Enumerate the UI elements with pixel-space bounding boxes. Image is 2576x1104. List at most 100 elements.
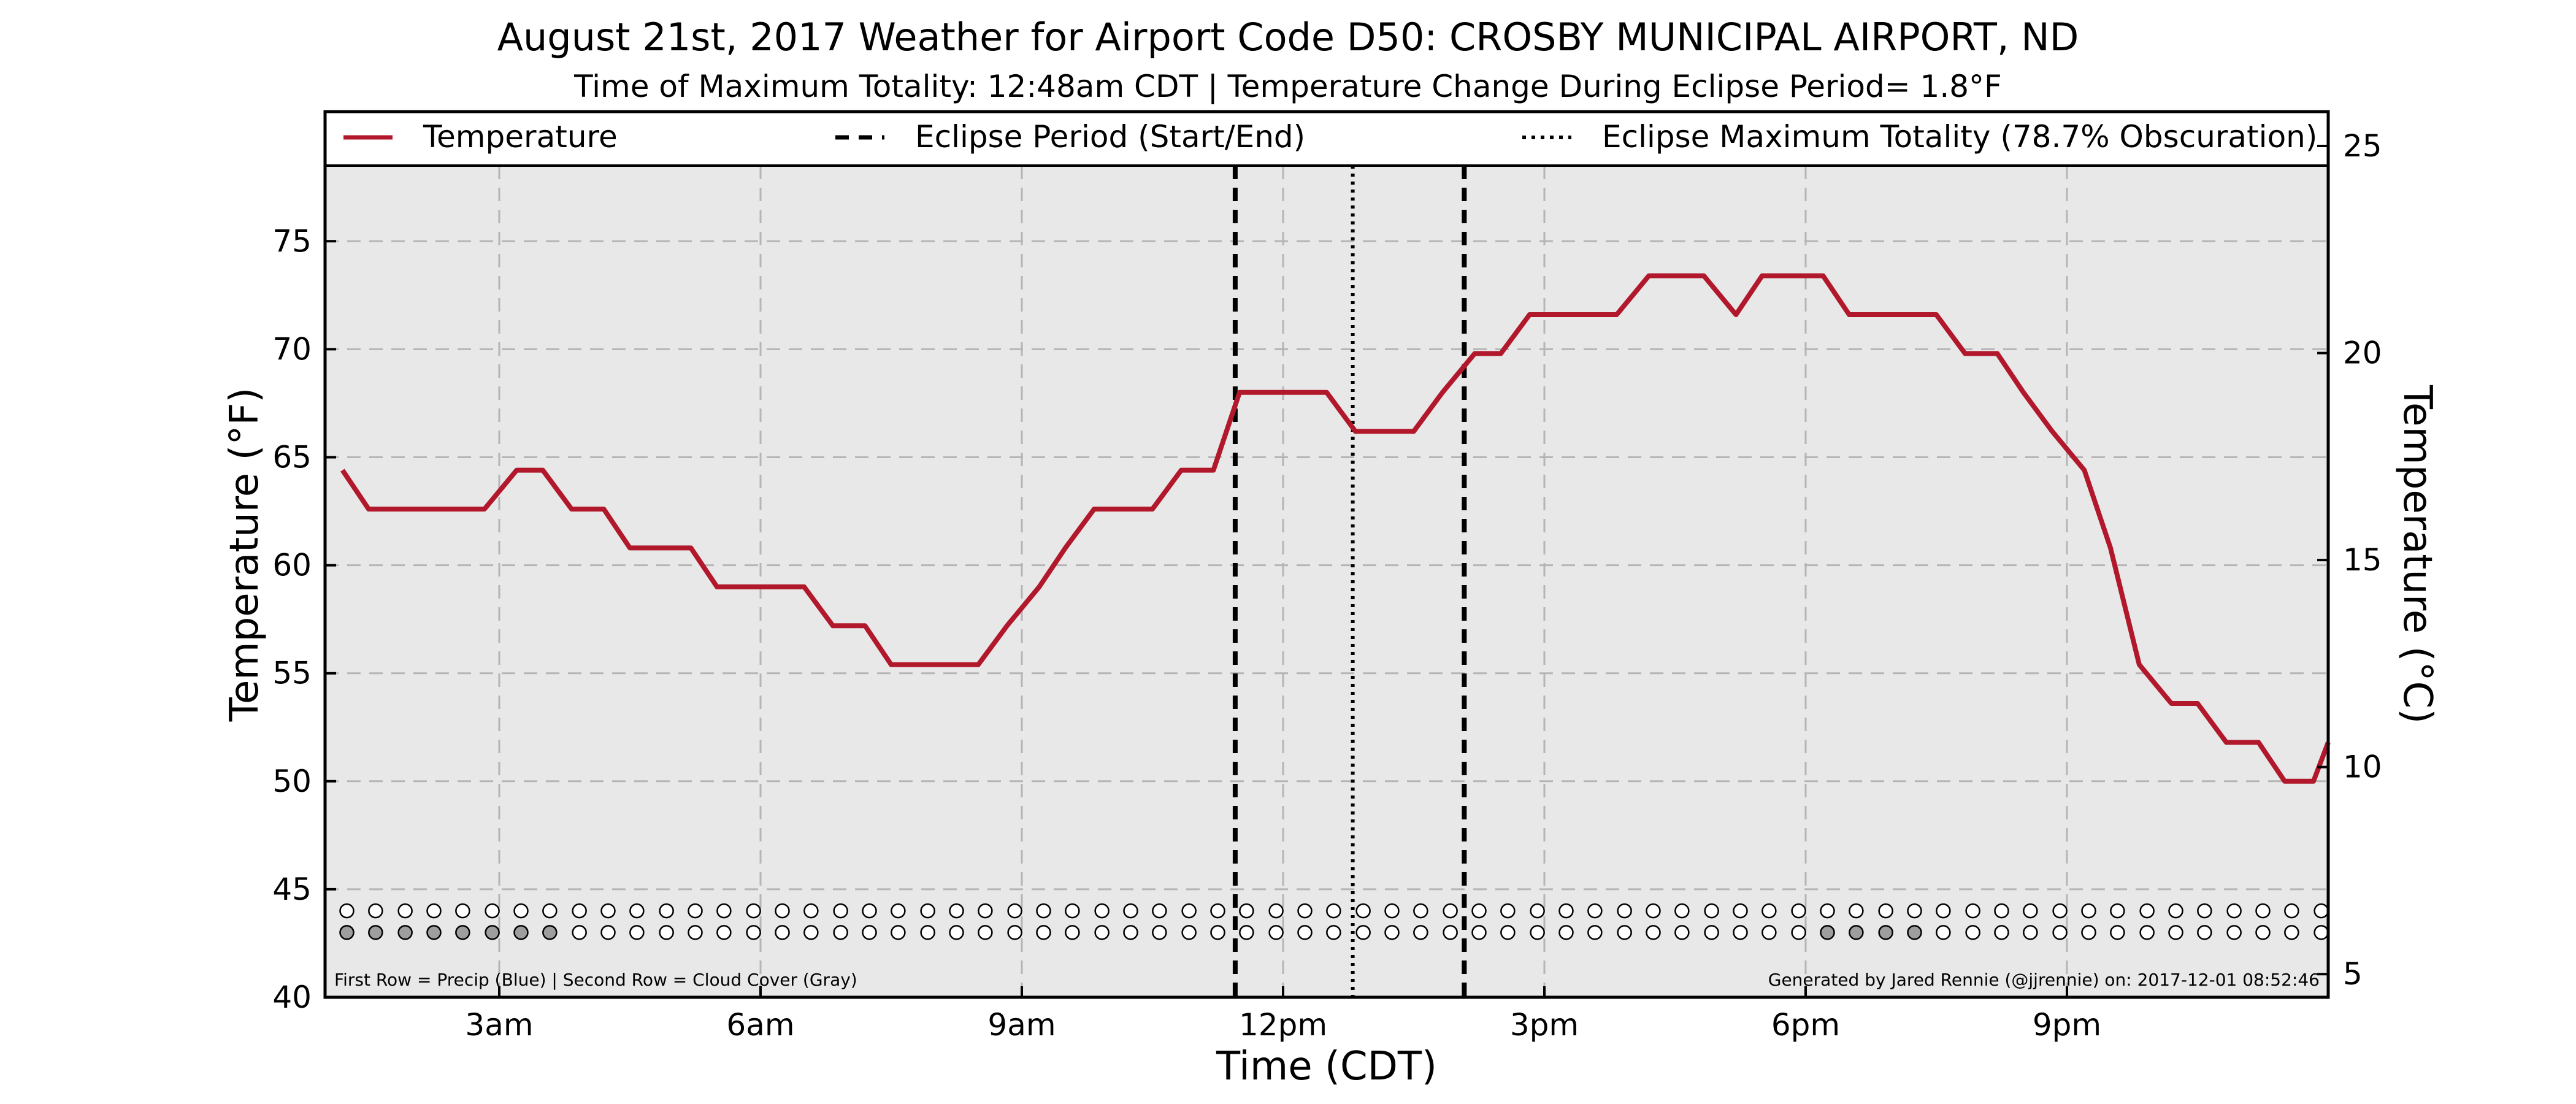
cloud-cover-marker <box>2284 925 2299 940</box>
x-tick-label: 3pm <box>1510 1007 1579 1043</box>
cloud-cover-marker <box>978 925 993 940</box>
precip-marker <box>600 903 616 919</box>
precip-marker <box>833 903 848 919</box>
precip-marker <box>716 903 732 919</box>
cloud-cover-marker <box>1297 925 1313 940</box>
cloud-cover-marker <box>1210 925 1225 940</box>
precip-marker <box>1994 903 2009 919</box>
precip-marker <box>1849 903 1864 919</box>
cloud-cover-marker <box>1617 925 1632 940</box>
precip-marker <box>1181 903 1197 919</box>
cloud-cover-marker <box>2110 925 2125 940</box>
cloud-cover-marker <box>1674 925 1690 940</box>
precip-marker <box>485 903 500 919</box>
precip-marker <box>891 903 906 919</box>
legend-eclipse-period-label: Eclipse Period (Start/End) <box>915 119 1305 155</box>
precip-marker <box>2197 903 2212 919</box>
cloud-cover-marker <box>2081 925 2096 940</box>
precip-marker <box>1587 903 1603 919</box>
x-tick-label: 6am <box>726 1007 794 1043</box>
precip-marker <box>1820 903 1835 919</box>
precip-marker <box>572 903 587 919</box>
precip-marker <box>2226 903 2242 919</box>
precip-marker <box>2168 903 2183 919</box>
precip-marker <box>688 903 703 919</box>
cloud-cover-marker <box>339 925 355 940</box>
cloud-cover-marker <box>775 925 790 940</box>
precip-marker <box>1704 903 1719 919</box>
precip-marker <box>1007 903 1022 919</box>
precip-marker <box>1268 903 1284 919</box>
temperature-series-line <box>340 273 2331 784</box>
precip-marker <box>2284 903 2299 919</box>
precip-marker <box>746 903 761 919</box>
cloud-cover-marker <box>716 925 732 940</box>
cloud-cover-marker <box>629 925 645 940</box>
cloud-cover-marker <box>2226 925 2242 940</box>
cloud-cover-marker <box>862 925 877 940</box>
y-right-tick-label: 10 <box>2343 749 2382 785</box>
precip-marker <box>978 903 993 919</box>
cloud-cover-marker <box>1007 925 1022 940</box>
y-tick-label: 75 <box>272 223 312 259</box>
indicator-rows <box>339 903 2329 940</box>
cloud-cover-marker <box>1558 925 1574 940</box>
precip-marker <box>2023 903 2038 919</box>
precip-marker <box>1471 903 1487 919</box>
cloud-cover-marker <box>1268 925 1284 940</box>
cloud-cover-marker <box>2023 925 2038 940</box>
precip-marker <box>2313 903 2329 919</box>
y-right-tick-label: 15 <box>2343 542 2382 578</box>
precip-marker <box>339 903 355 919</box>
precip-marker <box>1065 903 1080 919</box>
y-tick-label: 55 <box>272 656 312 691</box>
precip-marker <box>1384 903 1400 919</box>
cloud-cover-marker <box>1181 925 1197 940</box>
y-tick-label: 50 <box>272 764 312 799</box>
grid-lines <box>325 166 2328 997</box>
cloud-cover-marker <box>688 925 703 940</box>
cloud-cover-marker <box>572 925 587 940</box>
plot-area <box>325 166 2328 997</box>
x-tick-label: 6pm <box>1771 1007 1840 1043</box>
y-right-tick-label: 25 <box>2343 128 2382 164</box>
cloud-cover-marker <box>1326 925 1341 940</box>
cloud-cover-marker <box>1878 925 1893 940</box>
y-axis-label: Temperature (°F) <box>222 388 267 723</box>
precip-marker <box>542 903 558 919</box>
cloud-cover-marker <box>368 925 383 940</box>
y-tick-label: 65 <box>272 439 312 475</box>
cloud-cover-marker <box>1646 925 1661 940</box>
precip-marker <box>1500 903 1516 919</box>
precip-marker <box>1878 903 1893 919</box>
cloud-cover-marker <box>803 925 819 940</box>
cloud-cover-marker <box>2313 925 2329 940</box>
x-tick-label: 9pm <box>2033 1007 2101 1043</box>
cloud-cover-marker <box>455 925 470 940</box>
cloud-cover-marker <box>1471 925 1487 940</box>
cloud-cover-marker <box>833 925 848 940</box>
precip-marker <box>426 903 442 919</box>
precip-marker <box>2052 903 2068 919</box>
cloud-cover-marker <box>659 925 674 940</box>
cloud-cover-marker <box>1384 925 1400 940</box>
precip-marker <box>513 903 529 919</box>
y-right-tick-label: 5 <box>2343 956 2363 992</box>
cloud-cover-marker <box>949 925 964 940</box>
cloud-cover-marker <box>1761 925 1777 940</box>
y-tick-label: 40 <box>272 979 312 1015</box>
axis-ticks: 3am 6am 9am 12pm 3pm 6pm 9pm 40 45 50 55 60 65 70 75 5 1… <box>272 128 2382 1043</box>
precip-marker <box>1326 903 1341 919</box>
precip-marker <box>2255 903 2271 919</box>
x-axis-label: Time (CDT) <box>1216 1044 1437 1089</box>
y-axis-right-label: Temperature (°C) <box>2394 385 2440 724</box>
y-right-tick-label: 20 <box>2343 335 2382 371</box>
cloud-cover-marker <box>1065 925 1080 940</box>
precip-marker <box>862 903 877 919</box>
cloud-cover-marker <box>426 925 442 940</box>
legend-temperature-label: Temperature <box>423 119 618 155</box>
precip-marker <box>1674 903 1690 919</box>
legend: Temperature Eclipse Period (Start/End) E… <box>343 119 2317 155</box>
precip-marker <box>455 903 470 919</box>
cloud-cover-marker <box>2197 925 2212 940</box>
